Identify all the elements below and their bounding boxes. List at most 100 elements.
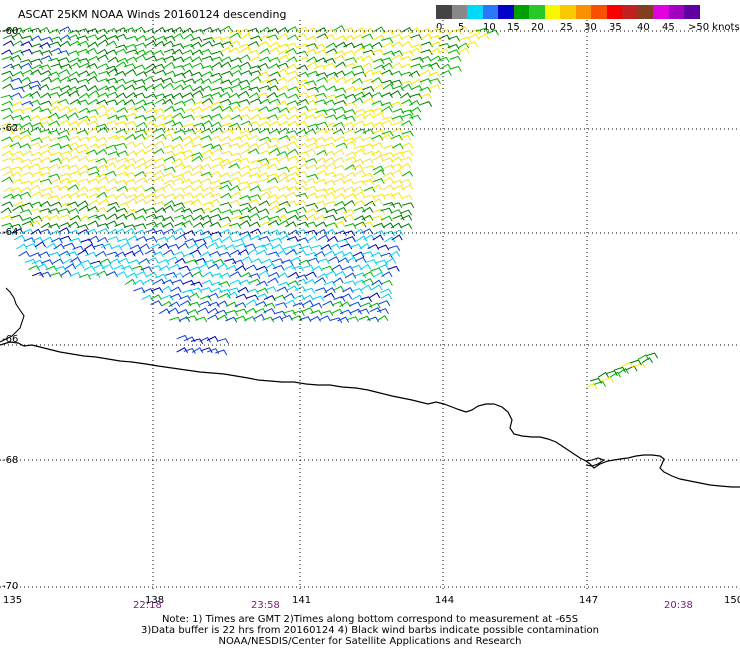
wind-barb [353, 191, 365, 198]
wind-barb [359, 263, 372, 270]
wind-barb [184, 238, 197, 245]
wind-barb [245, 264, 258, 271]
wind-barb [313, 250, 326, 257]
wind-barb [39, 149, 52, 156]
wind-barb [201, 97, 213, 104]
wind-barb [285, 47, 297, 54]
wind-barb [311, 244, 324, 251]
wind-barb [49, 136, 62, 143]
wind-barb [363, 97, 375, 104]
wind-barb [419, 27, 432, 34]
wind-barb [69, 170, 82, 177]
wind-barb [266, 163, 279, 170]
wind-barb [305, 94, 318, 101]
wind-barb [258, 270, 270, 277]
wind-barb [342, 121, 355, 128]
wind-barb [125, 198, 138, 204]
wind-barb [181, 220, 193, 227]
wind-barb [145, 213, 158, 220]
wind-barb [278, 49, 290, 56]
wind-barb [1, 150, 14, 157]
wind-barb [31, 236, 44, 243]
wind-barb [211, 42, 225, 49]
wind-barb [97, 39, 109, 46]
wind-barb [59, 144, 72, 150]
wind-barb [399, 134, 412, 141]
wind-barb [88, 235, 100, 242]
wind-barb [388, 250, 401, 257]
wind-barb [360, 302, 373, 309]
wind-barb [400, 214, 413, 221]
wind-barb [331, 264, 343, 271]
wind-barb [301, 294, 314, 301]
wind-barb [361, 221, 374, 227]
wind-barb [154, 133, 167, 140]
wind-barb [207, 242, 220, 248]
wind-barb [466, 41, 479, 48]
wind-barb [105, 49, 118, 56]
wind-barb [295, 229, 308, 235]
wind-barb [248, 221, 261, 228]
wind-barb [361, 33, 374, 40]
wind-barb [145, 108, 158, 115]
wind-barb [191, 143, 204, 150]
wind-barb [135, 271, 148, 278]
wind-barb [362, 85, 375, 92]
wind-barb [106, 251, 120, 258]
wind-barb [190, 41, 202, 48]
wind-barb [190, 338, 204, 345]
wind-barb [30, 178, 43, 185]
legend-label: 45 [662, 22, 675, 33]
wind-barb [334, 87, 347, 94]
wind-barb [126, 92, 138, 99]
wind-barb [197, 307, 209, 314]
wind-barb [333, 250, 346, 257]
wind-barb [641, 357, 653, 364]
wind-barb [9, 134, 22, 141]
wind-barb [162, 144, 175, 151]
wind-barb [144, 157, 157, 164]
wind-barb [235, 308, 248, 315]
wind-barb [380, 252, 393, 259]
wind-barb [10, 214, 23, 221]
wind-barb [95, 104, 107, 111]
wind-barb [182, 200, 195, 207]
wind-barb [58, 250, 71, 257]
wind-barb [69, 57, 82, 64]
wind-barb [29, 27, 42, 34]
wind-barb [228, 47, 240, 54]
wind-barb [350, 264, 363, 271]
wind-barb [154, 157, 167, 164]
wind-barb [307, 257, 320, 264]
wind-barb [63, 242, 76, 249]
wind-barb [270, 237, 283, 244]
wind-barb [299, 316, 312, 323]
wind-barb [192, 114, 205, 121]
wind-barb [237, 157, 251, 164]
wind-barb [365, 259, 378, 265]
wind-barb [174, 206, 186, 213]
wind-barb [296, 237, 309, 244]
wind-barb [36, 263, 48, 270]
wind-barb [59, 119, 71, 126]
wind-barb [286, 248, 298, 255]
wind-barb [306, 86, 319, 93]
wind-barb [245, 299, 258, 306]
wind-barb [105, 99, 119, 106]
wind-barb [83, 265, 96, 272]
wind-barb [173, 72, 186, 79]
wind-barb [86, 115, 99, 122]
wind-barb [60, 150, 73, 157]
wind-barb [361, 251, 374, 257]
wind-barb [21, 100, 34, 107]
wind-barb [153, 140, 165, 147]
wind-barb [278, 281, 291, 288]
wind-barb [1, 214, 14, 221]
wind-barb [38, 84, 50, 90]
wind-barb [119, 242, 132, 249]
wind-barb [60, 63, 73, 70]
wind-barb [276, 68, 288, 75]
wind-barb [172, 112, 184, 119]
wind-barb [124, 163, 136, 170]
latitude-label: -68 [2, 455, 18, 466]
